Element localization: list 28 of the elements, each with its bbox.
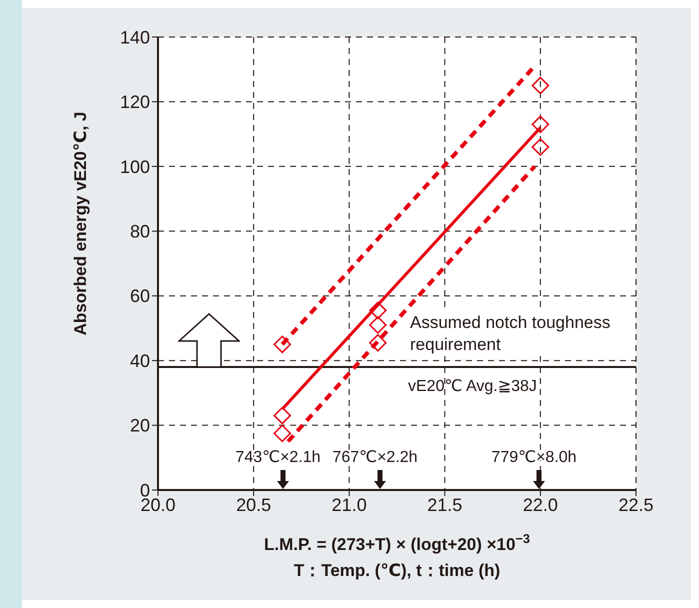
x-tick-label: 22.5: [618, 494, 654, 515]
ref-line-label: vE20℃ Avg.≧38J: [408, 378, 537, 396]
x-tick-label: 20.5: [236, 494, 272, 515]
y-tick-label: 80: [130, 222, 150, 242]
point: [369, 316, 387, 334]
x-tick-label: 21.5: [427, 494, 462, 515]
point: [369, 302, 387, 320]
point: [274, 406, 292, 424]
annotation: 743℃×2.1h: [235, 449, 321, 466]
y-axis-title: Absorbed energy vE20℃, J: [71, 112, 90, 336]
annotation: 779℃×8.0h: [491, 449, 577, 466]
point: [532, 138, 550, 156]
y-tick-label: 60: [130, 286, 150, 306]
point: [274, 336, 292, 354]
y-tick-label: 20: [130, 416, 150, 436]
y-tick-label: 120: [120, 92, 150, 112]
y-tick-label: 40: [130, 350, 150, 371]
annotation: Assumed notch toughness requirement: [410, 312, 630, 356]
point: [532, 76, 550, 94]
point: [369, 334, 387, 352]
text: L.M.P. = (273+T) × (logt+20) ×10$^{−3}$ T：Temp. (℃), t：time (h): [264, 530, 530, 580]
point: [532, 116, 550, 134]
point: [274, 424, 292, 442]
x-tick-label: 22.0: [522, 494, 558, 515]
x-tick-label: 21.0: [332, 494, 367, 515]
y-tick-label: 100: [120, 156, 150, 177]
y-tick-label: 140: [120, 27, 150, 48]
annotation: 767℃×2.2h: [332, 449, 418, 466]
